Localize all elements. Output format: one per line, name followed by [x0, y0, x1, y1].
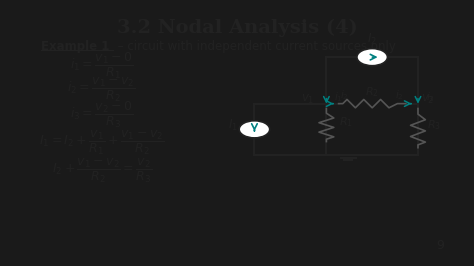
Text: 9: 9: [436, 239, 444, 252]
Text: $i_2 = \dfrac{v_1 - v_2}{R_2}$: $i_2 = \dfrac{v_1 - v_2}{R_2}$: [67, 76, 136, 104]
Text: $i_3 = \dfrac{v_2 - 0}{R_3}$: $i_3 = \dfrac{v_2 - 0}{R_3}$: [70, 99, 134, 130]
Text: $R_1$: $R_1$: [339, 115, 354, 129]
Text: $i_1 = \dfrac{v_1 - 0}{R_1}$: $i_1 = \dfrac{v_1 - 0}{R_1}$: [70, 51, 134, 81]
Text: $i_2$: $i_2$: [395, 88, 404, 102]
Text: $v_2$: $v_2$: [421, 93, 435, 106]
Text: $i_2$: $i_2$: [340, 88, 349, 102]
Text: $R_3$: $R_3$: [427, 118, 441, 132]
Text: $R_2$: $R_2$: [365, 85, 379, 99]
Circle shape: [357, 49, 387, 66]
Circle shape: [239, 121, 270, 138]
Text: $I_1 = I_2 + \dfrac{v_1}{R_1} + \dfrac{v_1 - v_2}{R_2}$: $I_1 = I_2 + \dfrac{v_1}{R_1} + \dfrac{v…: [39, 129, 164, 157]
Text: Example 1: Example 1: [41, 40, 109, 53]
Text: $i_1$: $i_1$: [334, 90, 343, 104]
Text: $I_2 + \dfrac{v_1 - v_2}{R_2} = \dfrac{v_2}{R_3}$: $I_2 + \dfrac{v_1 - v_2}{R_2} = \dfrac{v…: [52, 157, 152, 185]
Text: $v_1$: $v_1$: [301, 93, 314, 106]
Text: – circuit with independent current sources only: – circuit with independent current sourc…: [114, 40, 396, 53]
Text: $I_2$: $I_2$: [367, 32, 377, 47]
Text: 3.2 Nodal Analysis (4): 3.2 Nodal Analysis (4): [117, 19, 357, 37]
Text: $I_1$: $I_1$: [228, 118, 237, 134]
Text: $i_3$: $i_3$: [426, 90, 435, 104]
